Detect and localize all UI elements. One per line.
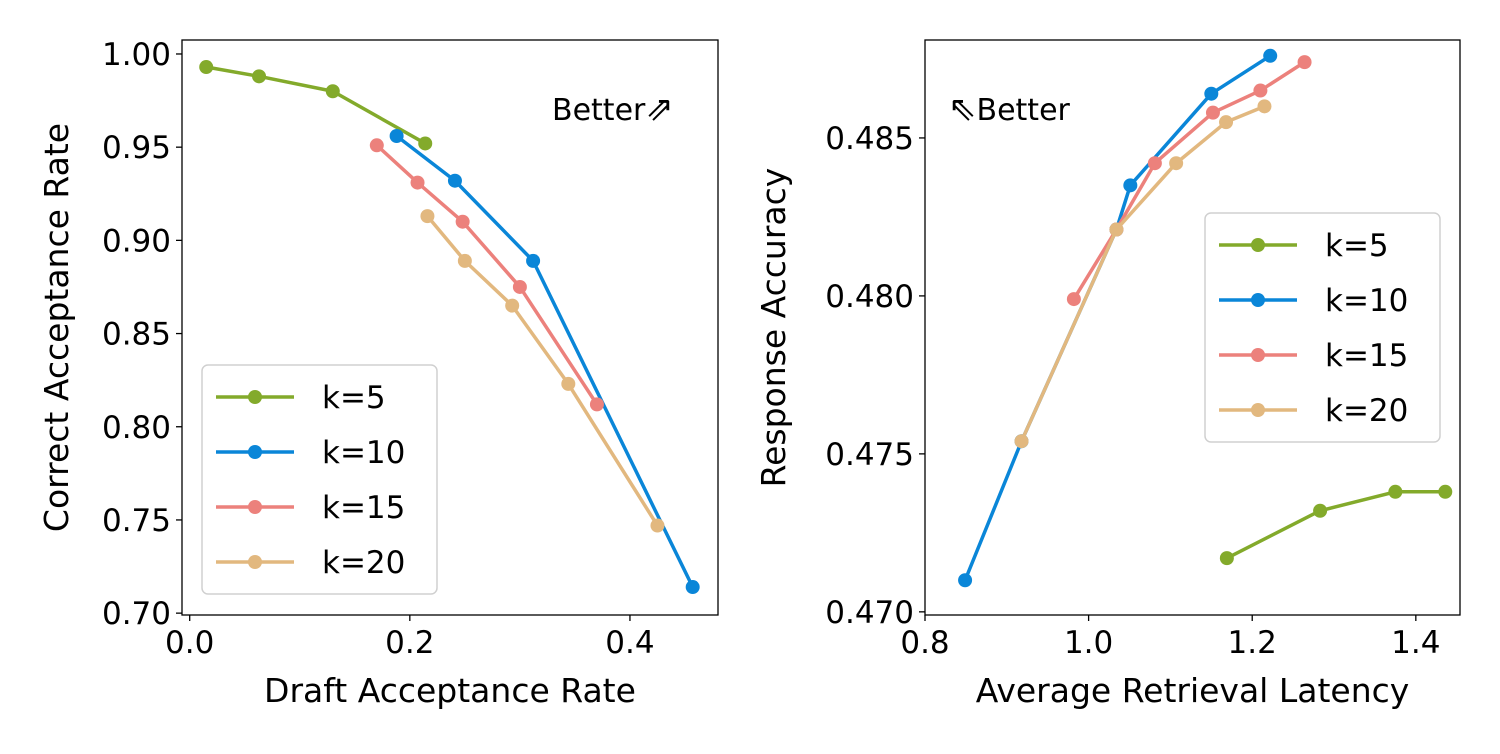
axes-frame (924, 39, 1461, 616)
data-point-k=15 (1253, 83, 1268, 98)
data-point-k=10 (1263, 48, 1278, 63)
axes-frame (181, 39, 719, 616)
data-point-k=10 (447, 173, 462, 188)
double-arrow-up-right-icon: ⇗ (645, 89, 674, 129)
data-point-k=20 (1109, 222, 1124, 237)
data-point-k=20 (505, 298, 520, 313)
right-chart: 0.8 1.0 1.2 1.4 0.470 0.475 0.480 0.485 Average … (754, 39, 1461, 710)
data-point-k=5 (1388, 484, 1403, 499)
legend-label: k=20 (1325, 393, 1408, 429)
legend-marker-k=15 (248, 500, 262, 514)
data-point-k=20 (1257, 99, 1272, 114)
better-annotation: Better⇗ (552, 89, 674, 129)
legend: k=5 k=10 k=15 k=20 (201, 364, 438, 595)
legend-marker-k=20 (1251, 403, 1265, 417)
legend-label: k=10 (322, 435, 405, 471)
data-point-k=15 (410, 175, 425, 190)
x-tick-label: 1.2 (1228, 625, 1277, 661)
data-point-k=5 (1313, 503, 1328, 518)
data-point-k=10 (1123, 178, 1138, 193)
data-point-k=10 (526, 253, 541, 268)
x-axis-label: Draft Acceptance Rate (264, 671, 636, 710)
data-point-k=15 (1205, 105, 1220, 120)
data-point-k=10 (1204, 86, 1219, 101)
x-tick-label: 1.0 (1064, 625, 1113, 661)
y-tick-label: 0.485 (825, 121, 914, 157)
y-tick-label: 0.75 (102, 503, 171, 539)
y-tick-label: 0.70 (102, 596, 171, 632)
data-point-k=20 (650, 518, 665, 533)
data-point-k=15 (589, 397, 604, 412)
legend-marker-k=5 (1251, 238, 1265, 252)
y-tick-label: 0.85 (102, 317, 171, 353)
legend-label: k=20 (322, 545, 405, 581)
better-label: Better (977, 93, 1071, 128)
x-axis-label: Average Retrieval Latency (976, 671, 1410, 710)
legend-box (1204, 212, 1441, 443)
legend-label: k=10 (1325, 283, 1408, 319)
legend-label: k=5 (1325, 228, 1389, 264)
data-point-k=10 (389, 128, 404, 143)
data-point-k=15 (1297, 55, 1312, 70)
series-line-k=5 (205, 65, 427, 145)
data-point-k=15 (369, 138, 384, 153)
y-axis-label: Response Accuracy (754, 168, 793, 488)
y-axis-label: Correct Acceptance Rate (37, 123, 76, 532)
y-tick-label: 0.95 (102, 130, 171, 166)
legend-marker-k=10 (1251, 293, 1265, 307)
y-tick-label: 0.475 (825, 437, 914, 473)
x-tick-label: 0.8 (900, 625, 949, 661)
data-point-k=15 (1147, 156, 1162, 171)
legend-label: k=5 (322, 380, 386, 416)
data-point-k=5 (199, 60, 214, 75)
data-point-k=20 (420, 209, 435, 224)
legend-marker-k=15 (1251, 348, 1265, 362)
data-point-k=5 (1438, 484, 1453, 499)
y-tick-label: 0.480 (825, 279, 914, 315)
data-point-k=20 (1169, 156, 1184, 171)
legend: k=5 k=10 k=15 k=20 (1204, 212, 1441, 443)
x-tick-label: 1.4 (1391, 625, 1440, 661)
x-tick-label: 0.4 (605, 625, 654, 661)
data-point-k=5 (325, 84, 340, 99)
data-point-k=20 (1219, 115, 1234, 130)
data-point-k=20 (1014, 434, 1029, 449)
x-tick-label: 0.2 (385, 625, 434, 661)
left-chart: 0.0 0.2 0.4 0.70 0.75 0.80 0.85 0.90 0.95 1.00 Dra… (37, 37, 719, 710)
data-point-k=20 (561, 376, 576, 391)
x-tick-label: 0.0 (165, 625, 214, 661)
series-line-k=10 (963, 54, 1272, 581)
data-point-k=5 (418, 136, 433, 151)
data-point-k=15 (512, 279, 527, 294)
y-tick-label: 0.470 (825, 595, 914, 631)
data-point-k=10 (958, 573, 973, 588)
legend-marker-k=20 (248, 555, 262, 569)
data-point-k=10 (685, 580, 700, 595)
data-point-k=5 (1219, 551, 1234, 566)
y-tick-label: 0.90 (102, 223, 171, 259)
legend-box (201, 364, 438, 595)
better-label: Better (552, 93, 646, 128)
series-line-k=5 (1226, 490, 1446, 560)
data-point-k=5 (252, 69, 267, 84)
data-point-k=15 (1066, 292, 1081, 307)
legend-marker-k=5 (248, 390, 262, 404)
series-line-k=10 (395, 134, 695, 588)
legend-marker-k=10 (248, 445, 262, 459)
legend-label: k=15 (322, 490, 405, 526)
legend-label: k=15 (1325, 338, 1408, 374)
y-tick-label: 0.80 (102, 410, 171, 446)
y-tick-label: 1.00 (102, 37, 171, 73)
data-point-k=20 (457, 253, 472, 268)
better-annotation: ⇖Better (948, 89, 1071, 129)
data-point-k=15 (455, 214, 470, 229)
double-arrow-up-left-icon: ⇖ (948, 89, 977, 129)
